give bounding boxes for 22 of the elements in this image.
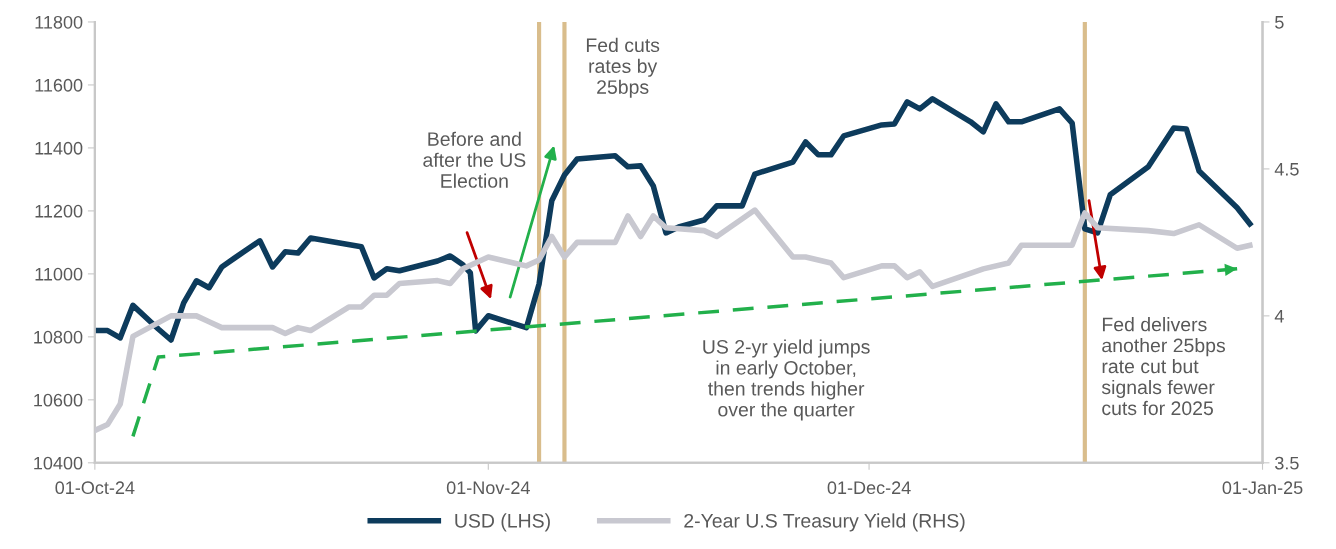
legend-label: 2-Year U.S Treasury Yield (RHS): [684, 513, 965, 532]
y-tick-label: 11400: [35, 141, 83, 155]
y2-tick-label: 3.5: [1275, 456, 1299, 470]
y-tick-label: 10600: [34, 393, 83, 407]
x-tick-label: 01-Dec-24: [827, 481, 911, 495]
legend-label: USD (LHS): [455, 513, 550, 532]
y-tick-label: 10400: [34, 456, 83, 470]
y-tick-label: 11800: [35, 15, 83, 29]
x-tick-label: 01-Jan-25: [1222, 481, 1303, 495]
y2-tick-label: 5: [1275, 16, 1284, 29]
annotation: US 2-yr yield jumps in early October, then trends higher over the quarter: [703, 339, 870, 421]
annotation: Fed delivers another 25bps rate cut but signals fewer cuts for 2025: [1101, 317, 1226, 416]
x-tick-label: 01-Oct-24: [55, 481, 135, 495]
annotation: Fed cuts rates by 25bps: [586, 37, 660, 98]
y-tick-label: 11200: [35, 204, 83, 218]
y-tick-label: 10800: [34, 330, 83, 344]
y-tick-label: 11600: [35, 78, 83, 92]
annotation: Before and after the US Election: [423, 131, 526, 188]
y2-tick-label: 4: [1274, 309, 1284, 323]
y-tick-label: 11000: [35, 267, 83, 281]
x-tick-label: 01-Nov-24: [446, 481, 530, 495]
y2-tick-label: 4.5: [1274, 163, 1299, 176]
